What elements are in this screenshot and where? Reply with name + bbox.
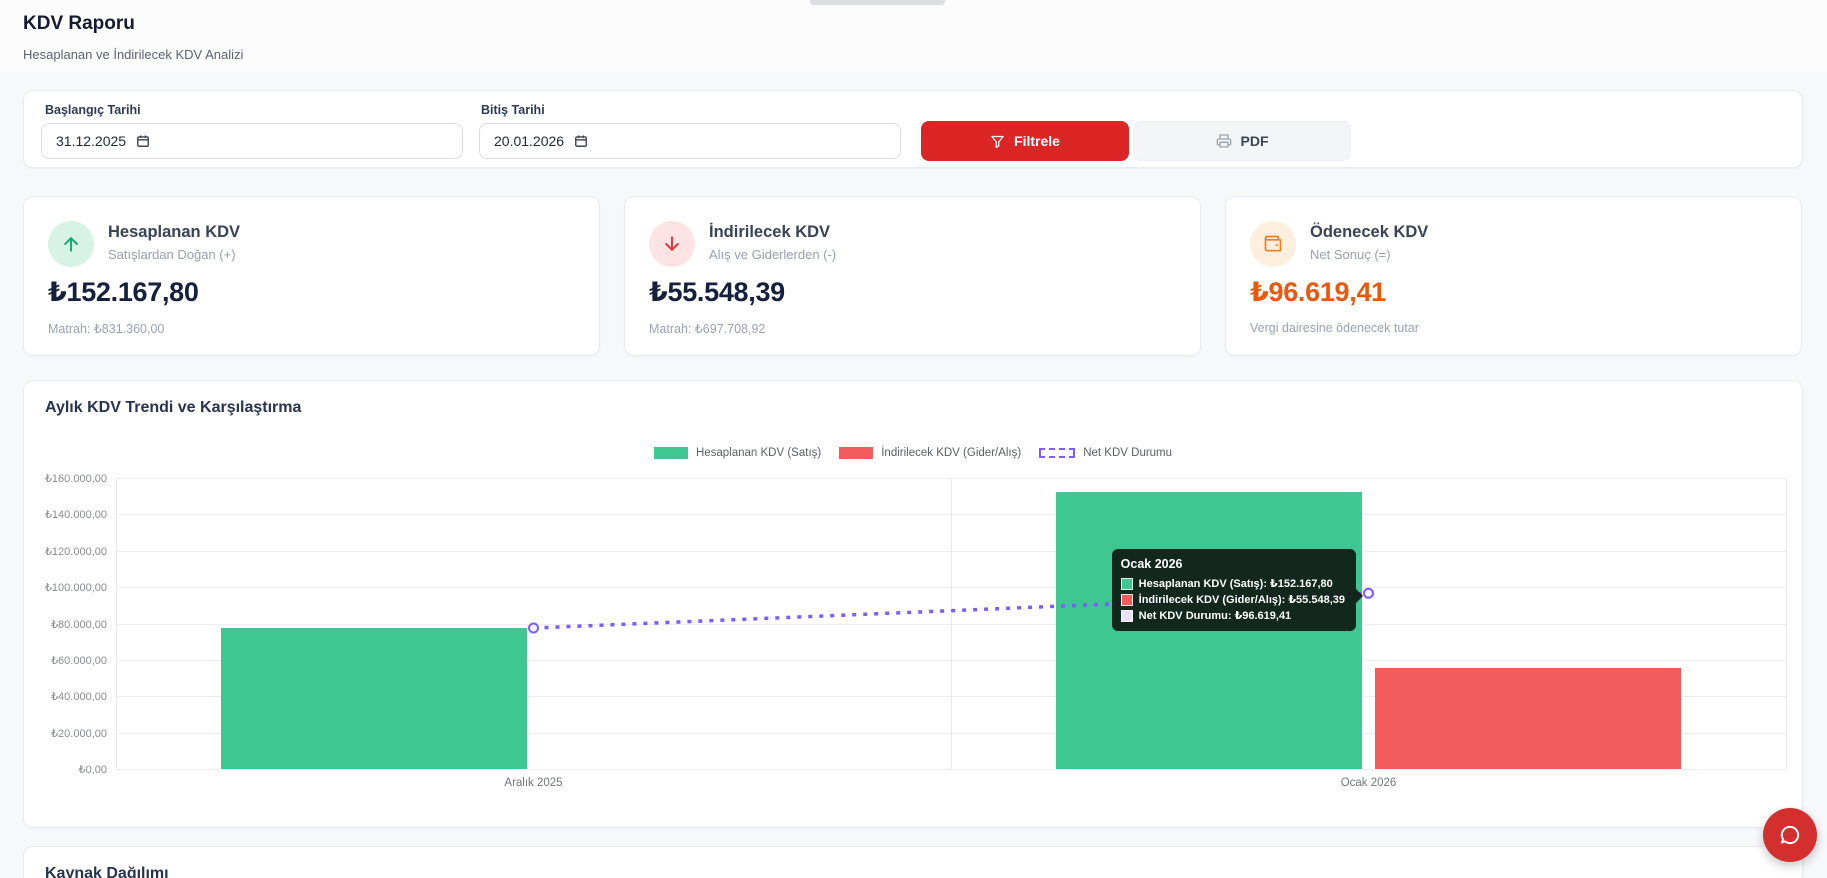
page-subtitle: Hesaplanan ve İndirilecek KDV Analizi <box>23 47 244 62</box>
chat-bubble-icon <box>1777 822 1803 848</box>
legend-label: Net KDV Durumu <box>1083 447 1173 459</box>
end-date-input[interactable]: 20.01.2026 <box>479 123 901 159</box>
x-axis-tick: Ocak 2026 <box>1340 777 1397 789</box>
tooltip-swatch <box>1120 593 1133 606</box>
arrow-down-icon <box>649 221 695 267</box>
card-subtitle: Net Sonuç (=) <box>1310 247 1391 262</box>
bar-hesaplanan-0[interactable] <box>220 628 527 769</box>
y-axis-tick: ₺160.000,00 <box>44 473 107 485</box>
kaynak-dagilimi-card: Kaynak Dağılımı <box>23 846 1803 878</box>
y-axis-tick: ₺60.000,00 <box>51 654 107 667</box>
legend-swatch <box>653 447 688 459</box>
bar-indirilecek-1[interactable] <box>1375 667 1682 769</box>
page-title: KDV Raporu <box>23 13 135 34</box>
chart-plot-area: ₺0,00 ₺20.000,00 ₺40.000,00 ₺60.000,00 ₺80.0… <box>45 473 1787 789</box>
tooltip-row: Hesaplanan KDV (Satış): ₺152.167,80 <box>1120 577 1345 590</box>
pdf-button[interactable]: PDF <box>1133 121 1351 161</box>
printer-icon <box>1216 133 1232 149</box>
tooltip-title: Ocak 2026 <box>1120 557 1183 571</box>
filter-bar: Başlangıç Tarihi 31.12.2025 Bitiş Tarihi… <box>23 90 1803 168</box>
card-value: ₺55.548,39 <box>649 277 785 307</box>
legend-item[interactable]: İndirilecek KDV (Gider/Alış) <box>839 447 1021 459</box>
start-date-input[interactable]: 31.12.2025 <box>41 123 463 159</box>
legend-label: Hesaplanan KDV (Satış) <box>695 447 822 459</box>
pdf-button-label: PDF <box>1240 133 1269 149</box>
gridline <box>951 478 952 769</box>
legend-swatch <box>839 447 874 459</box>
legend-item[interactable]: Hesaplanan KDV (Satış) <box>653 447 822 459</box>
line-point-marker[interactable] <box>528 622 539 634</box>
legend-item[interactable]: Net KDV Durumu <box>1039 447 1172 459</box>
card-subtitle: Satışlardan Doğan (+) <box>108 247 236 262</box>
card-title: Hesaplanan KDV <box>108 223 241 241</box>
y-axis-tick: ₺0,00 <box>78 764 107 776</box>
card-value: ₺96.619,41 <box>1250 277 1386 307</box>
line-point-marker[interactable] <box>1363 587 1374 599</box>
chat-button[interactable] <box>1763 808 1817 862</box>
x-axis-tick: Aralık 2025 <box>504 777 563 789</box>
y-axis-tick: ₺140.000,00 <box>44 509 107 522</box>
tooltip-text: Hesaplanan KDV (Satış): ₺152.167,80 <box>1138 578 1333 590</box>
gridline <box>116 769 1786 770</box>
card-footer: Vergi dairesine ödenecek tutar <box>1250 321 1419 335</box>
funnel-icon <box>990 134 1005 149</box>
top-band <box>0 0 1827 72</box>
filter-button-label: Filtrele <box>1014 133 1060 149</box>
filter-button[interactable]: Filtrele <box>921 121 1129 161</box>
gridline <box>1786 478 1787 769</box>
tooltip-row: Net KDV Durumu: ₺96.619,41 <box>1120 609 1345 622</box>
y-axis-tick: ₺20.000,00 <box>51 727 107 740</box>
y-axis-tick: ₺120.000,00 <box>44 545 107 558</box>
y-axis-tick: ₺40.000,00 <box>51 691 107 704</box>
gridline <box>116 478 117 769</box>
calendar-icon[interactable] <box>136 134 150 148</box>
chart-tooltip: Ocak 2026 Hesaplanan KDV (Satış): ₺152.1… <box>1111 549 1364 631</box>
card-odenecek-kdv: Ödenecek KDV Net Sonuç (=) ₺96.619,41 Ve… <box>1225 196 1802 356</box>
section-title: Kaynak Dağılımı <box>45 865 169 878</box>
chart-title: Aylık KDV Trendi ve Karşılaştırma <box>45 399 302 416</box>
wallet-icon <box>1250 221 1296 267</box>
scrollbar-thumb[interactable] <box>810 0 945 5</box>
start-date-label: Başlangıç Tarihi <box>45 103 141 117</box>
end-date-value: 20.01.2026 <box>494 133 565 149</box>
chart-card: Aylık KDV Trendi ve Karşılaştırma Hesapl… <box>23 380 1803 828</box>
legend-dashed-line-swatch <box>1039 448 1076 458</box>
y-axis-tick: ₺100.000,00 <box>44 582 107 595</box>
tooltip-row: İndirilecek KDV (Gider/Alış): ₺55.548,39 <box>1120 593 1345 606</box>
tooltip-text: İndirilecek KDV (Gider/Alış): ₺55.548,39 <box>1138 594 1345 606</box>
y-axis-tick: ₺80.000,00 <box>51 618 107 631</box>
start-date-value: 31.12.2025 <box>56 133 127 149</box>
tooltip-text: Net KDV Durumu: ₺96.619,41 <box>1138 610 1292 622</box>
tooltip-swatch <box>1120 609 1133 622</box>
tooltip-swatch <box>1120 577 1133 590</box>
end-date-label: Bitiş Tarihi <box>481 103 545 117</box>
card-footer: Matrah: ₺697.708,92 <box>649 322 766 336</box>
card-indirilecek-kdv: İndirilecek KDV Alış ve Giderlerden (-) … <box>624 196 1201 356</box>
card-title: İndirilecek KDV <box>709 223 831 241</box>
card-hesaplanan-kdv: Hesaplanan KDV Satışlardan Doğan (+) ₺15… <box>23 196 600 356</box>
card-value: ₺152.167,80 <box>48 277 199 307</box>
card-title: Ödenecek KDV <box>1310 223 1429 241</box>
legend-label: İndirilecek KDV (Gider/Alış) <box>881 447 1022 459</box>
arrow-up-icon <box>48 221 94 267</box>
calendar-icon[interactable] <box>574 134 588 148</box>
card-subtitle: Alış ve Giderlerden (-) <box>709 247 837 262</box>
chart-legend: Hesaplanan KDV (Satış) İndirilecek KDV (G… <box>24 447 1802 459</box>
card-footer: Matrah: ₺831.360,00 <box>48 322 165 336</box>
